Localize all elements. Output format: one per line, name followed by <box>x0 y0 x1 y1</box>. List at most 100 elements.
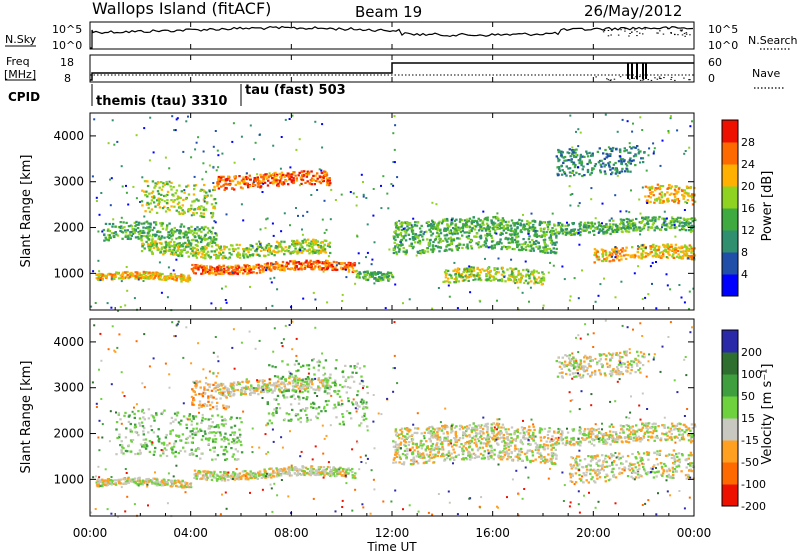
heatmap-cell <box>597 294 600 297</box>
heatmap-cell <box>649 200 652 203</box>
heatmap-cell <box>354 472 357 475</box>
heatmap-cell <box>162 182 165 185</box>
heatmap-cell <box>204 254 207 257</box>
heatmap-cell <box>170 228 174 231</box>
heatmap-cell <box>341 300 344 302</box>
heatmap-cell <box>290 468 294 471</box>
heatmap-cell <box>486 224 490 227</box>
heatmap-cell <box>625 164 629 167</box>
heatmap-cell <box>545 233 548 236</box>
heatmap-cell <box>205 170 208 173</box>
heatmap-cell <box>287 466 291 469</box>
heatmap-cell <box>661 250 665 254</box>
heatmap-cell <box>691 199 694 202</box>
heatmap-cell <box>479 245 483 248</box>
heatmap-cell <box>304 466 308 469</box>
heatmap-cell <box>403 229 407 232</box>
heatmap-cell <box>147 234 150 237</box>
heatmap-cell <box>184 241 187 244</box>
heatmap-cell <box>392 132 395 135</box>
heatmap-cell <box>276 184 279 187</box>
heatmap-cell <box>387 279 390 282</box>
heatmap-cell <box>262 179 265 183</box>
heatmap-cell <box>665 217 668 220</box>
heatmap-cell <box>292 261 296 264</box>
heatmap-cell <box>181 484 184 487</box>
heatmap-cell <box>569 159 573 162</box>
heatmap-cell <box>497 219 500 222</box>
heatmap-cell <box>99 279 102 282</box>
heatmap-cell <box>578 159 582 162</box>
heatmap-cell <box>314 179 318 182</box>
heatmap-cell <box>508 246 511 249</box>
heatmap-cell <box>222 271 226 274</box>
heatmap-cell <box>213 241 217 244</box>
heatmap-cell <box>497 271 500 274</box>
heatmap-cell <box>455 244 459 248</box>
heatmap-cell <box>219 471 222 474</box>
heatmap-cell <box>356 235 359 238</box>
heatmap-cell <box>488 276 491 279</box>
heatmap-cell <box>125 275 128 278</box>
heatmap-cell <box>187 240 191 243</box>
heatmap-cell <box>332 467 335 470</box>
heatmap-cell <box>272 263 275 266</box>
heatmap-cell <box>681 257 685 260</box>
heatmap-cell <box>175 480 178 483</box>
heatmap-cell <box>225 301 228 304</box>
heatmap-cell <box>157 197 160 200</box>
heatmap-cell <box>518 243 521 246</box>
heatmap-cell <box>598 224 601 227</box>
heatmap-cell <box>249 124 252 127</box>
heatmap-cell <box>258 265 262 268</box>
heatmap-cell <box>673 195 677 198</box>
heatmap-cell <box>170 275 173 278</box>
heatmap-cell <box>662 200 665 203</box>
heatmap-cell <box>155 211 159 214</box>
heatmap-cell <box>577 231 580 234</box>
heatmap-cell <box>151 238 154 241</box>
heatmap-cell <box>619 210 622 213</box>
nsearch-point <box>639 32 641 34</box>
heatmap-cell <box>206 194 209 197</box>
heatmap-cell <box>298 251 301 254</box>
heatmap-cell <box>433 221 436 224</box>
heatmap-cell <box>146 184 150 188</box>
heatmap-cell <box>91 175 94 178</box>
heatmap-cell <box>452 239 456 242</box>
heatmap-cell <box>219 246 222 250</box>
heatmap-cell <box>204 478 207 481</box>
heatmap-cell <box>393 241 396 244</box>
heatmap-cell <box>554 243 557 246</box>
nave-point <box>689 79 691 81</box>
heatmap-cell <box>153 226 156 229</box>
heatmap-cell <box>182 242 185 245</box>
heatmap-cell <box>523 242 526 245</box>
heatmap-cell <box>639 233 642 236</box>
heatmap-cell <box>137 477 140 480</box>
heatmap-cell <box>97 230 100 233</box>
heatmap-cell <box>135 134 138 137</box>
heatmap-cell <box>686 202 689 204</box>
heatmap-cell <box>200 477 203 480</box>
heatmap-cell <box>366 270 369 273</box>
heatmap-cell <box>627 230 631 233</box>
heatmap-cell <box>456 267 460 270</box>
heatmap-cell <box>276 245 279 248</box>
heatmap-cell <box>667 130 670 132</box>
heatmap-cell <box>636 145 639 148</box>
heatmap-cell <box>205 195 208 198</box>
heatmap-cell <box>623 150 626 153</box>
heatmap-cell <box>295 261 298 264</box>
heatmap-cell <box>192 246 195 249</box>
heatmap-cell <box>399 244 403 247</box>
heatmap-cell <box>310 240 313 243</box>
heatmap-cell <box>534 281 538 284</box>
heatmap-cell <box>192 267 195 270</box>
heatmap-cell <box>287 469 291 472</box>
heatmap-cell <box>181 209 184 212</box>
heatmap-cell <box>259 185 262 188</box>
heatmap-cell <box>459 218 462 221</box>
heatmap-cell <box>141 245 144 248</box>
heatmap-cell <box>637 245 639 248</box>
